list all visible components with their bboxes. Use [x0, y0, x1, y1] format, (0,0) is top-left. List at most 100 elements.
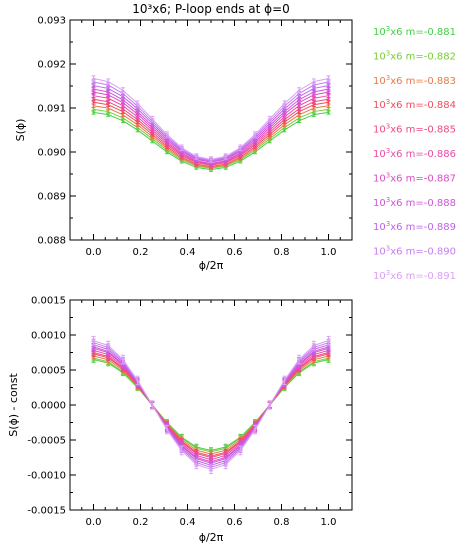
top-series-7 [91, 89, 331, 167]
bottom-y-tick-label: 0.0000 [31, 401, 66, 412]
top-series-11 [91, 75, 331, 163]
legend-entry-exponent: 3 [386, 220, 390, 228]
legend-entry-exponent: 3 [386, 269, 390, 277]
legend-entry-label: x6 m=-0.886 [390, 149, 456, 160]
legend-entry-label: x6 m=-0.881 [390, 27, 456, 38]
legend-entry: 103x6 m=-0.883 [373, 74, 456, 87]
legend-entry: 103x6 m=-0.891 [373, 269, 456, 282]
top-data-point [92, 94, 95, 97]
top-data-point [121, 119, 124, 122]
top-data-point [195, 155, 198, 158]
top-data-point [298, 116, 301, 120]
legend-entry-exponent: 3 [386, 245, 390, 253]
top-data-point [92, 101, 95, 104]
top-data-point [107, 80, 110, 83]
bottom-series-7 [91, 344, 331, 466]
top-series-line [93, 91, 329, 164]
bottom-data-point [107, 344, 110, 347]
legend-entry: 103x6 m=-0.881 [373, 25, 456, 38]
legend-entry-label: x6 m=-0.891 [390, 271, 456, 282]
top-data-point [92, 98, 95, 101]
top-data-point [121, 116, 124, 120]
top-axes: 0.0 0.2 0.4 0.6 0.8 1.0 0.088 0.089 0.090 0.091 0.… [37, 16, 352, 258]
bottom-x-tick-label: 0.2 [133, 517, 149, 528]
top-data-point [298, 89, 301, 92]
bottom-y-tick-label: 0.0010 [31, 331, 66, 342]
top-panel: 10³x6; P-loop ends at ϕ=0 0.0 0.2 0.4 0.6 0.… [14, 2, 353, 272]
top-data-point [327, 94, 330, 97]
bottom-data-point [195, 463, 198, 466]
top-data-point [327, 104, 330, 107]
bottom-data-point [283, 379, 286, 382]
legend-entry-label: x6 m=-0.883 [390, 76, 456, 87]
legend-entry-exponent: 3 [386, 123, 390, 131]
legend-entry-exponent: 3 [386, 98, 390, 106]
figure-title: 10³x6; P-loop ends at ϕ=0 [132, 2, 290, 16]
bottom-y-tick-label: -0.0005 [27, 436, 66, 447]
bottom-y-tick-label: -0.0015 [27, 506, 66, 517]
bottom-data-point [180, 449, 183, 452]
top-x-tick-label: 0.4 [180, 247, 196, 258]
legend-entry: 103x6 m=-0.882 [373, 49, 456, 62]
bottom-data-point [151, 403, 154, 407]
top-data-point [92, 77, 95, 80]
bottom-data-point [327, 339, 330, 342]
top-series-group [91, 75, 331, 172]
top-data-point [327, 87, 330, 91]
top-data-point [107, 97, 110, 100]
legend-entry-base: 10 [373, 247, 386, 258]
legend-entry-label: x6 m=-0.888 [390, 198, 456, 209]
bottom-series-line [93, 344, 329, 466]
bottom-data-point [121, 358, 124, 361]
top-data-point [209, 158, 213, 161]
top-data-point [312, 80, 315, 83]
bottom-data-point [268, 403, 271, 407]
bottom-data-point [312, 344, 315, 347]
bottom-series-line [93, 349, 329, 461]
top-y-tick-label: 0.088 [37, 236, 66, 247]
top-series-line [93, 88, 329, 163]
top-data-point [239, 146, 242, 149]
legend-entry-label: x6 m=-0.885 [390, 125, 456, 136]
top-x-tick-label: 0.0 [86, 247, 102, 258]
top-data-point [107, 103, 110, 106]
legend-entry-base: 10 [373, 27, 386, 38]
bottom-series-line [93, 346, 329, 464]
legend-entry: 103x6 m=-0.886 [373, 147, 456, 160]
legend-entry: 103x6 m=-0.887 [373, 171, 456, 184]
top-data-point [92, 84, 95, 87]
legend-entry-label: x6 m=-0.890 [390, 247, 456, 258]
top-y-tick-label: 0.091 [37, 104, 66, 115]
bottom-y-axis-label: S(ϕ) - const [7, 373, 20, 437]
top-series-6 [91, 92, 331, 168]
top-data-point [92, 104, 95, 107]
legend-entry-base: 10 [373, 222, 386, 233]
legend-entry-exponent: 3 [386, 49, 390, 57]
bottom-series-line [93, 347, 329, 463]
bottom-x-tick-label: 0.0 [86, 517, 102, 528]
legend-entry-exponent: 3 [386, 171, 390, 179]
top-y-tick-label: 0.089 [37, 192, 66, 203]
top-y-tick-label: 0.093 [37, 16, 66, 27]
bottom-data-point [298, 358, 301, 361]
top-data-point [312, 107, 315, 110]
top-data-point [107, 87, 110, 90]
bottom-series-11 [91, 335, 331, 475]
legend-entry-base: 10 [373, 51, 386, 62]
legend-entry: 103x6 m=-0.888 [373, 196, 456, 209]
bottom-data-point [92, 339, 95, 342]
legend-entry-label: x6 m=-0.887 [390, 173, 456, 184]
top-x-tick-label: 0.8 [274, 247, 290, 258]
top-data-point [268, 117, 271, 121]
bottom-x-tick-label: 0.4 [180, 517, 196, 528]
top-data-point [298, 119, 301, 122]
bottom-axes: 0.0 0.2 0.4 0.6 0.8 1.0 -0.0015 -0.0010 -0.0005 0… [27, 296, 352, 528]
bottom-data-point [239, 449, 242, 452]
legend-entry: 103x6 m=-0.890 [373, 245, 456, 258]
top-data-point [312, 110, 315, 113]
bottom-data-point [253, 428, 257, 431]
bottom-x-tick-label: 0.6 [227, 517, 243, 528]
top-data-point [107, 110, 110, 113]
top-data-point [327, 77, 330, 80]
bottom-x-tick-label: 1.0 [321, 517, 337, 528]
